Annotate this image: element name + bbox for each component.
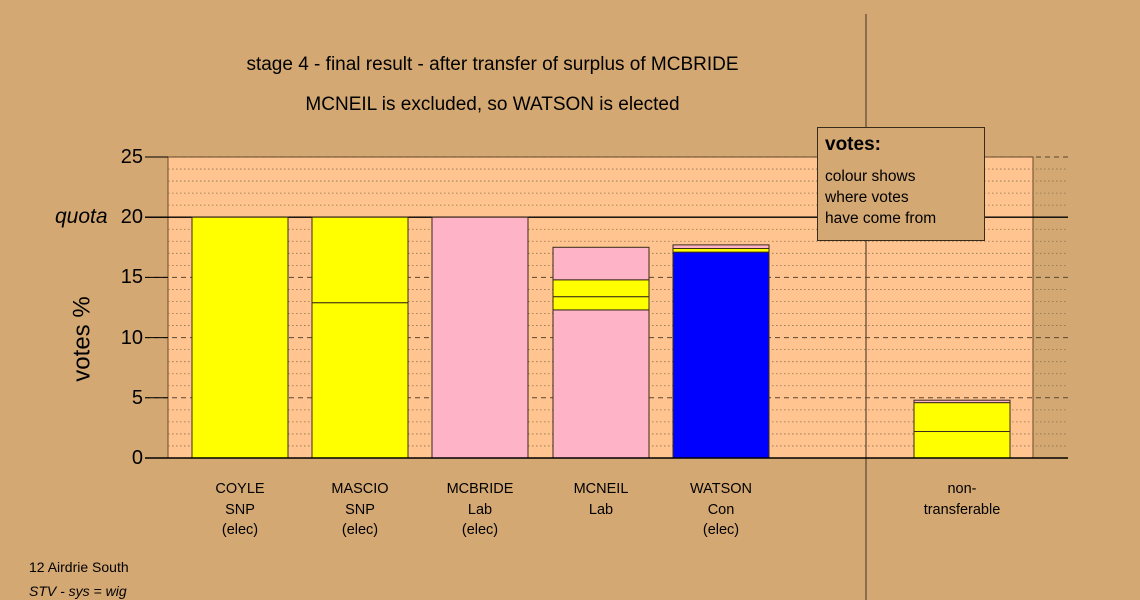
category-label: COYLE SNP (elec) xyxy=(180,479,300,541)
category-label-line: SNP xyxy=(345,501,375,518)
quota-label: quota xyxy=(55,205,108,228)
bar-segment-2-0 xyxy=(431,216,529,459)
legend-title: votes: xyxy=(825,134,881,155)
y-tick-label: 15 xyxy=(120,266,143,289)
y-tick-label: 10 xyxy=(120,326,143,349)
category-label: MCNEIL Lab xyxy=(541,479,661,520)
y-tick-label: 25 xyxy=(120,146,143,168)
bar-segment-4-0 xyxy=(672,251,770,459)
category-label-line: (elec) xyxy=(341,522,379,538)
category-label-line: non- xyxy=(947,481,977,497)
category-label-line: transferable xyxy=(923,501,1001,518)
legend-line-2: where votes xyxy=(825,189,909,206)
category-label-line: Lab xyxy=(467,501,493,518)
bar-segment-3-0 xyxy=(552,309,650,459)
category-label-line: (elec) xyxy=(461,522,499,538)
chart-title: stage 4 - final result - after transfer … xyxy=(246,54,739,75)
category-label-line: MCBRIDE xyxy=(446,481,514,497)
bar-segment-5-2 xyxy=(913,399,1011,404)
bar-segment-3-1 xyxy=(552,296,650,311)
bar-segment-3-2 xyxy=(552,279,650,298)
legend-line-3: have come from xyxy=(825,210,937,227)
bar-segment-4-2 xyxy=(672,244,770,250)
bar-segment-5-0 xyxy=(913,431,1011,459)
bar-segment-1-0 xyxy=(311,302,409,459)
y-axis-label: votes % xyxy=(68,296,96,382)
category-label-line: MCNEIL xyxy=(573,481,629,497)
category-label-line: Con xyxy=(707,501,735,518)
bar-segment-5-1 xyxy=(913,402,1011,433)
bar-segment-3-3 xyxy=(552,246,650,281)
category-label: WATSON Con (elec) xyxy=(661,479,781,541)
bar-segment-0-0 xyxy=(191,216,289,459)
y-tick-label: 0 xyxy=(131,447,143,469)
category-label-line: SNP xyxy=(225,501,255,518)
category-label: non-transferable xyxy=(902,479,1022,520)
category-label-line: (elec) xyxy=(221,522,259,538)
constituency-label: 12 Airdrie South xyxy=(29,559,129,575)
category-label-line: WATSON xyxy=(689,481,753,497)
system-label: STV - sys = wig xyxy=(29,583,127,599)
category-label: MCBRIDE Lab (elec) xyxy=(420,479,540,541)
y-tick-label: 5 xyxy=(131,386,143,409)
category-label-line: Lab xyxy=(588,501,614,518)
y-tick-label: 20 xyxy=(120,206,143,229)
bar-segment-1-1 xyxy=(311,216,409,304)
category-label-line: (elec) xyxy=(702,522,740,538)
legend-line-1: colour shows xyxy=(825,168,916,185)
legend: votes: colour shows where votes have com… xyxy=(817,127,985,241)
category-label: MASCIO SNP (elec) xyxy=(300,479,420,541)
bar-segment-4-1 xyxy=(672,248,770,253)
chart-subtitle: MCNEIL is excluded, so WATSON is elected xyxy=(305,94,680,115)
category-label-line: COYLE xyxy=(215,481,265,497)
category-label-line: MASCIO xyxy=(331,481,389,497)
